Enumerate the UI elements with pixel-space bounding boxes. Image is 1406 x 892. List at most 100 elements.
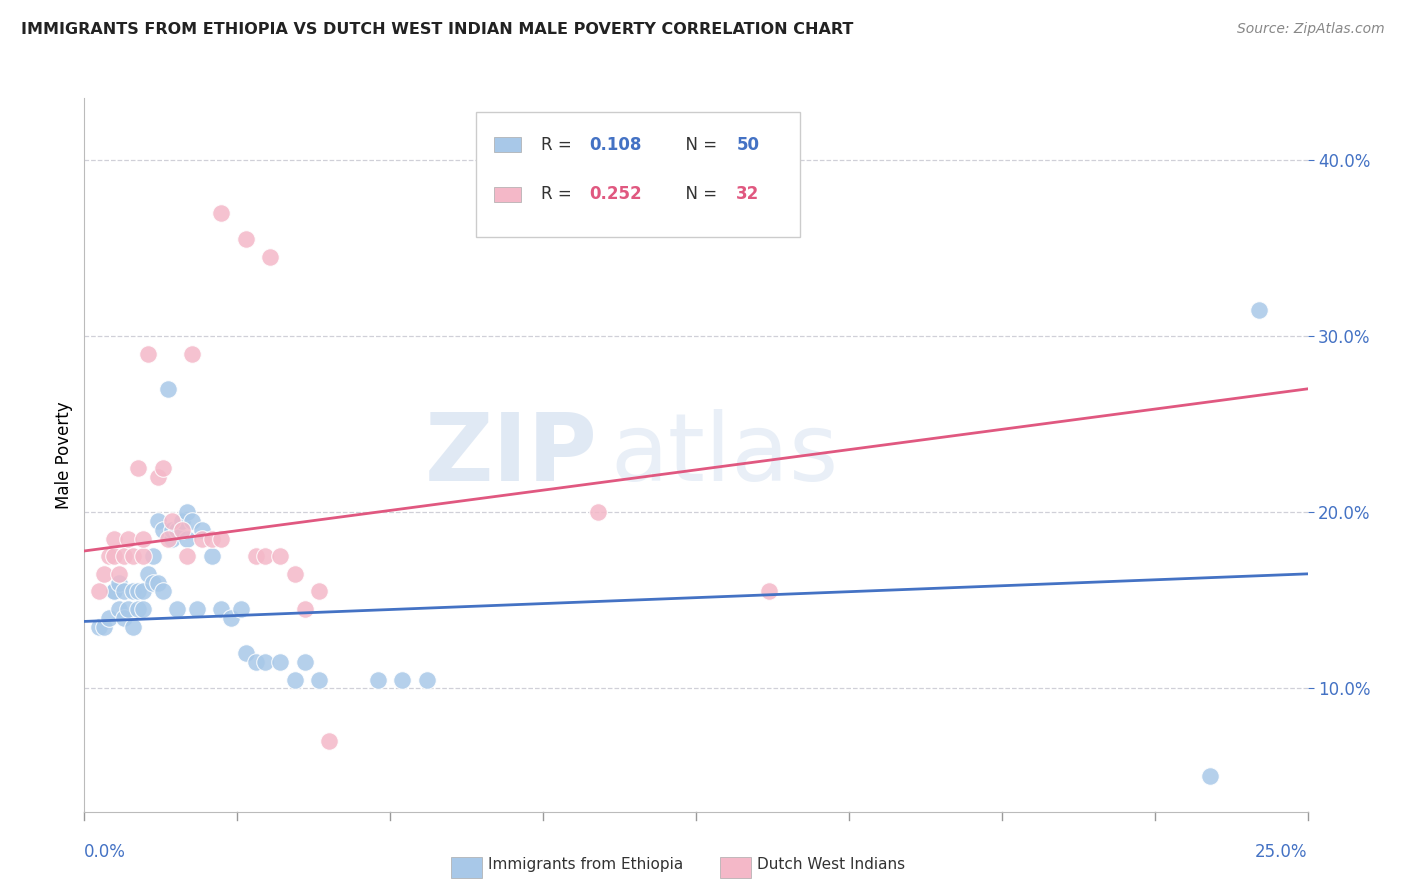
- Text: ZIP: ZIP: [425, 409, 598, 501]
- Point: [176, 549, 198, 564]
- Point: [1198, 769, 1220, 783]
- Point: [117, 532, 139, 546]
- Point: [416, 673, 439, 687]
- Point: [132, 532, 155, 546]
- Point: [259, 250, 281, 264]
- Y-axis label: Male Poverty: Male Poverty: [55, 401, 73, 508]
- Point: [136, 566, 159, 581]
- Point: [107, 566, 129, 581]
- Text: 0.108: 0.108: [589, 136, 643, 153]
- Point: [181, 514, 204, 528]
- FancyBboxPatch shape: [494, 186, 522, 202]
- Text: Immigrants from Ethiopia: Immigrants from Ethiopia: [488, 857, 683, 872]
- FancyBboxPatch shape: [451, 856, 482, 878]
- Point: [391, 673, 413, 687]
- Text: Source: ZipAtlas.com: Source: ZipAtlas.com: [1237, 22, 1385, 37]
- Text: R =: R =: [541, 186, 576, 203]
- Text: R =: R =: [541, 136, 576, 153]
- Point: [176, 532, 198, 546]
- Point: [1247, 302, 1270, 317]
- Point: [269, 549, 291, 564]
- Point: [152, 584, 174, 599]
- Point: [93, 620, 115, 634]
- Text: 32: 32: [737, 186, 759, 203]
- Point: [209, 205, 232, 219]
- Point: [112, 611, 135, 625]
- Point: [269, 655, 291, 669]
- Text: 0.252: 0.252: [589, 186, 643, 203]
- Point: [142, 549, 165, 564]
- Point: [367, 673, 389, 687]
- Point: [87, 620, 110, 634]
- Point: [156, 382, 179, 396]
- Point: [107, 602, 129, 616]
- Point: [294, 602, 316, 616]
- Point: [97, 611, 120, 625]
- Point: [219, 611, 242, 625]
- FancyBboxPatch shape: [494, 136, 522, 153]
- Point: [284, 673, 307, 687]
- FancyBboxPatch shape: [475, 112, 800, 237]
- Point: [209, 602, 232, 616]
- Point: [122, 549, 145, 564]
- Point: [122, 584, 145, 599]
- Point: [132, 584, 155, 599]
- FancyBboxPatch shape: [720, 856, 751, 878]
- Point: [93, 566, 115, 581]
- Point: [162, 514, 184, 528]
- Point: [152, 461, 174, 475]
- Point: [229, 602, 252, 616]
- Point: [146, 575, 169, 590]
- Point: [103, 584, 125, 599]
- Point: [97, 549, 120, 564]
- Point: [166, 602, 188, 616]
- Point: [254, 655, 277, 669]
- Point: [186, 602, 208, 616]
- Point: [127, 584, 149, 599]
- Point: [308, 673, 330, 687]
- Point: [245, 655, 267, 669]
- Point: [103, 532, 125, 546]
- Point: [318, 734, 340, 748]
- Point: [176, 505, 198, 519]
- Text: 0.0%: 0.0%: [84, 844, 127, 862]
- Point: [235, 646, 257, 660]
- Point: [284, 566, 307, 581]
- Text: 25.0%: 25.0%: [1256, 844, 1308, 862]
- Text: atlas: atlas: [610, 409, 838, 501]
- Point: [172, 523, 194, 537]
- Point: [142, 575, 165, 590]
- Point: [117, 602, 139, 616]
- Point: [146, 470, 169, 484]
- Point: [136, 346, 159, 360]
- Point: [152, 523, 174, 537]
- Point: [308, 584, 330, 599]
- Point: [103, 584, 125, 599]
- Point: [132, 549, 155, 564]
- Text: IMMIGRANTS FROM ETHIOPIA VS DUTCH WEST INDIAN MALE POVERTY CORRELATION CHART: IMMIGRANTS FROM ETHIOPIA VS DUTCH WEST I…: [21, 22, 853, 37]
- Point: [209, 532, 232, 546]
- Point: [162, 532, 184, 546]
- Point: [254, 549, 277, 564]
- Text: Dutch West Indians: Dutch West Indians: [758, 857, 905, 872]
- Text: N =: N =: [675, 186, 723, 203]
- Point: [200, 532, 222, 546]
- Point: [107, 575, 129, 590]
- Point: [172, 514, 194, 528]
- Point: [181, 346, 204, 360]
- Point: [586, 505, 609, 519]
- Point: [122, 620, 145, 634]
- Point: [191, 523, 214, 537]
- Point: [132, 602, 155, 616]
- Point: [156, 532, 179, 546]
- Point: [127, 602, 149, 616]
- Text: 50: 50: [737, 136, 759, 153]
- Point: [235, 232, 257, 246]
- Point: [146, 514, 169, 528]
- Point: [200, 549, 222, 564]
- Point: [245, 549, 267, 564]
- Point: [112, 549, 135, 564]
- Point: [166, 523, 188, 537]
- Point: [87, 584, 110, 599]
- Point: [758, 584, 780, 599]
